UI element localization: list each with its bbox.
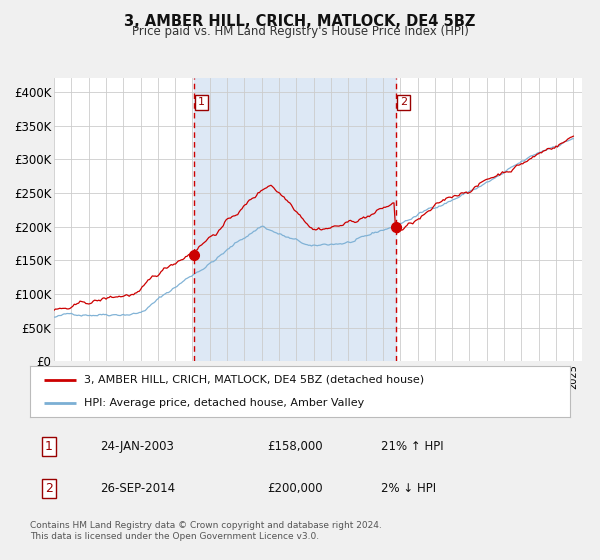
Text: 2% ↓ HPI: 2% ↓ HPI [381, 482, 436, 495]
Text: Contains HM Land Registry data © Crown copyright and database right 2024.: Contains HM Land Registry data © Crown c… [30, 521, 382, 530]
Text: £200,000: £200,000 [268, 482, 323, 495]
Text: 26-SEP-2014: 26-SEP-2014 [100, 482, 175, 495]
Text: 21% ↑ HPI: 21% ↑ HPI [381, 440, 443, 453]
Text: Price paid vs. HM Land Registry's House Price Index (HPI): Price paid vs. HM Land Registry's House … [131, 25, 469, 38]
Text: 1: 1 [198, 97, 205, 108]
Bar [194, 78, 396, 361]
Text: This data is licensed under the Open Government Licence v3.0.: This data is licensed under the Open Gov… [30, 532, 319, 541]
Text: 3, AMBER HILL, CRICH, MATLOCK, DE4 5BZ (detached house): 3, AMBER HILL, CRICH, MATLOCK, DE4 5BZ (… [84, 375, 424, 385]
Text: HPI: Average price, detached house, Amber Valley: HPI: Average price, detached house, Ambe… [84, 398, 364, 408]
Text: £158,000: £158,000 [268, 440, 323, 453]
Text: 3, AMBER HILL, CRICH, MATLOCK, DE4 5BZ: 3, AMBER HILL, CRICH, MATLOCK, DE4 5BZ [124, 14, 476, 29]
Text: 2: 2 [400, 97, 407, 108]
Text: 1: 1 [45, 440, 53, 453]
Text: 2: 2 [45, 482, 53, 495]
Text: 24-JAN-2003: 24-JAN-2003 [100, 440, 174, 453]
